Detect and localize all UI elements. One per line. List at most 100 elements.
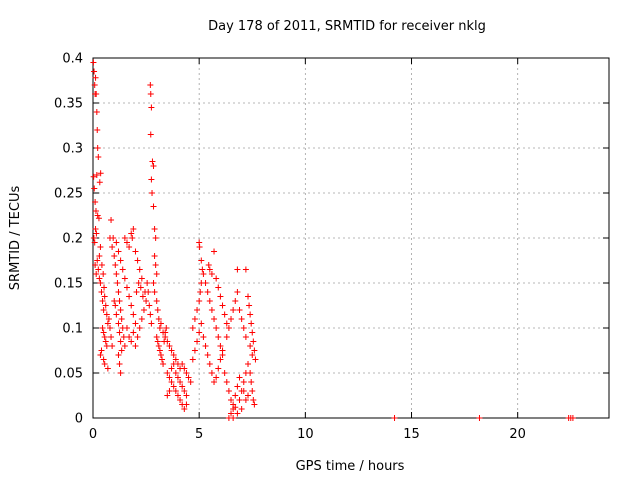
data-point <box>228 316 235 322</box>
data-point <box>211 316 218 322</box>
data-point <box>236 307 243 313</box>
data-point <box>113 239 120 246</box>
data-point <box>242 397 249 403</box>
data-point <box>240 379 247 385</box>
data-point <box>116 329 123 336</box>
data-point <box>145 289 152 295</box>
data-point <box>150 280 157 286</box>
data-point <box>157 320 164 327</box>
data-point <box>168 347 175 354</box>
data-point <box>128 338 135 345</box>
data-point <box>95 266 102 273</box>
data-point <box>206 361 213 367</box>
data-point <box>198 257 205 264</box>
data-point <box>238 406 245 412</box>
data-point <box>196 329 203 336</box>
data-point <box>189 356 196 363</box>
data-point <box>228 410 235 417</box>
data-point <box>149 158 156 165</box>
data-point <box>117 307 124 313</box>
data-point <box>100 307 107 313</box>
data-point <box>240 325 247 331</box>
data-point <box>166 343 173 349</box>
data-point <box>150 163 157 169</box>
data-point <box>234 410 241 417</box>
data-point <box>128 230 135 237</box>
data-point <box>93 109 100 115</box>
data-point <box>135 280 142 286</box>
data-point <box>134 257 141 264</box>
data-point <box>170 352 177 358</box>
data-point <box>126 244 133 250</box>
data-point <box>101 361 108 367</box>
data-point <box>94 257 101 264</box>
data-point <box>153 271 160 277</box>
data-point <box>104 365 111 372</box>
x-tick-label: 5 <box>195 427 203 442</box>
data-point <box>234 289 241 295</box>
data-point <box>151 253 158 259</box>
data-point <box>198 320 205 327</box>
data-point <box>96 275 103 282</box>
data-point <box>230 415 237 421</box>
data-point <box>109 244 116 250</box>
data-point <box>245 361 252 367</box>
data-point <box>93 172 100 178</box>
data-point <box>177 397 184 403</box>
data-point <box>194 338 201 345</box>
y-tick-label: 0 <box>75 412 83 427</box>
data-point <box>121 235 128 241</box>
data-point <box>211 248 218 255</box>
data-point <box>156 347 163 354</box>
data-point <box>154 307 161 313</box>
y-tick-label: 0.3 <box>62 142 83 157</box>
data-point <box>252 356 259 363</box>
data-point <box>133 289 140 295</box>
data-point <box>168 379 175 385</box>
data-point <box>97 244 104 250</box>
data-point <box>96 253 103 259</box>
data-point <box>191 316 198 322</box>
data-point <box>249 388 256 394</box>
data-point <box>138 316 145 322</box>
data-point <box>104 320 111 327</box>
data-point <box>215 365 222 372</box>
y-axis-title: SRMTID / TECUs <box>8 186 23 291</box>
data-point <box>130 226 137 232</box>
x-tick-labels: 0 5 10 15 20 <box>89 427 526 442</box>
data-point <box>115 289 122 295</box>
data-point <box>106 325 113 331</box>
data-point <box>98 289 105 295</box>
data-point <box>166 388 173 394</box>
data-point <box>93 91 100 97</box>
data-point <box>110 235 117 241</box>
data-point <box>149 190 156 196</box>
data-point <box>199 266 206 273</box>
data-point <box>172 356 179 363</box>
data-point <box>152 235 159 241</box>
data-point <box>132 248 139 255</box>
data-point <box>197 289 204 295</box>
data-point <box>248 379 255 385</box>
data-point <box>126 334 133 340</box>
data-point <box>232 404 239 411</box>
data-point <box>108 334 115 340</box>
data-point <box>247 311 254 318</box>
data-point <box>90 59 97 66</box>
data-point <box>90 173 97 180</box>
data-point <box>115 320 122 327</box>
data-point <box>101 293 108 300</box>
data-point <box>202 280 209 286</box>
data-point <box>234 383 241 390</box>
data-point <box>100 329 107 336</box>
data-point <box>221 311 228 318</box>
data-point <box>170 361 177 367</box>
data-point <box>113 311 120 318</box>
data-point <box>242 334 249 340</box>
data-point <box>160 361 167 367</box>
data-point <box>147 131 154 138</box>
data-point <box>200 271 207 277</box>
data-point <box>138 275 145 282</box>
data-point <box>111 253 118 259</box>
data-point <box>569 415 576 421</box>
